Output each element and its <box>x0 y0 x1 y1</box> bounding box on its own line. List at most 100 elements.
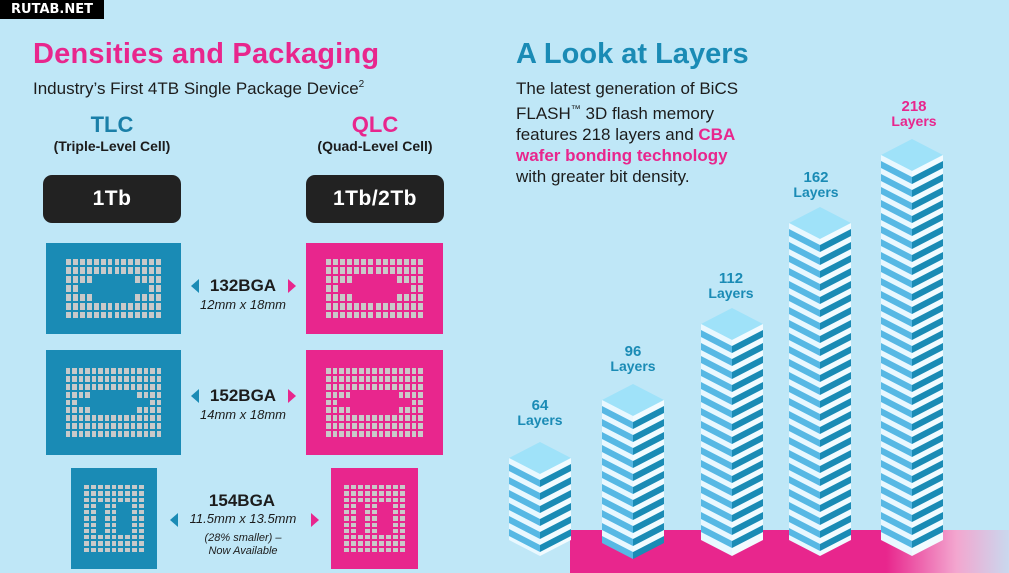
desc-line-2: FLASH™ 3D flash memory <box>516 104 714 123</box>
ball-pad <box>344 541 350 546</box>
ball-pad <box>156 383 162 390</box>
ball-pad <box>142 311 148 319</box>
qlc-132bga-chip <box>306 243 443 334</box>
tower-layer-left <box>602 484 633 507</box>
ball-pad <box>372 423 377 430</box>
ball-pad <box>332 415 338 422</box>
ball-pad <box>392 491 398 496</box>
qlc-heading: QLC <box>351 112 399 137</box>
qlc-description: (Quad-Level Cell) <box>317 138 433 154</box>
ball-pad <box>399 547 405 552</box>
ball-pad <box>149 311 155 319</box>
tower-layer-right <box>820 268 851 291</box>
ball-pad <box>399 522 405 527</box>
tower-layer-right <box>732 473 763 496</box>
densities-title: Densities and Packaging <box>33 38 380 70</box>
tlc-capacity-badge: 1Tb <box>43 175 181 223</box>
ball-pad <box>359 423 364 430</box>
ball-pad <box>405 407 410 414</box>
ball-pad <box>332 407 338 414</box>
tower-layer-right <box>912 447 943 470</box>
ball-pad <box>333 276 339 284</box>
ball-pad <box>359 367 364 374</box>
ball-pad <box>124 367 129 374</box>
tlc-heading: TLC <box>90 112 134 137</box>
ball-pad <box>405 415 410 422</box>
tower-layer-right <box>912 213 943 236</box>
tower-layer-right <box>633 432 664 455</box>
ball-pad <box>143 431 149 438</box>
package-154bga-availability: Now Available <box>208 545 278 557</box>
ball-pad <box>111 375 116 382</box>
ball-pad <box>65 431 71 438</box>
ball-pad <box>125 497 131 502</box>
ball-pad <box>137 423 142 430</box>
ball-pad <box>396 293 402 301</box>
tower-layer-left <box>701 369 732 392</box>
ball-pad <box>403 311 409 319</box>
ball-pad <box>405 375 410 382</box>
ball-pad <box>398 391 404 398</box>
ball-pad <box>382 258 388 266</box>
ball-pad <box>132 535 138 540</box>
ball-pad <box>359 415 364 422</box>
ball-pad <box>372 375 377 382</box>
ball-pad <box>65 276 71 284</box>
ball-pad <box>340 302 346 310</box>
ball-pad <box>90 503 96 509</box>
tower-layer-left <box>602 497 633 520</box>
ball-pad <box>418 407 423 414</box>
tower-layer-right <box>912 278 943 301</box>
ball-pad <box>135 311 141 319</box>
right-arrow-icon <box>288 279 296 293</box>
ball-pad <box>385 423 390 430</box>
ball-pad <box>326 375 331 382</box>
ball-pad <box>410 267 416 275</box>
tlc-132bga-chip <box>46 243 181 334</box>
tower-layer-left <box>789 450 820 473</box>
ball-pad <box>326 367 331 374</box>
ball-pad <box>339 383 344 390</box>
ball-pad <box>326 399 331 406</box>
ball-pad <box>91 375 97 382</box>
ball-pad <box>326 267 332 275</box>
ball-pad <box>389 258 395 266</box>
ball-pad <box>118 535 124 540</box>
ball-pad <box>351 547 357 552</box>
ball-pad <box>121 267 127 275</box>
ball-pad <box>385 541 391 546</box>
ball-pad <box>378 415 384 422</box>
tower-layer-right <box>820 359 851 382</box>
ball-pad <box>358 491 364 496</box>
ball-pad <box>340 276 346 284</box>
ball-pad <box>104 431 110 438</box>
ball-pad <box>104 535 110 540</box>
ball-pad <box>354 258 360 266</box>
tower-112-label: 112 Layers <box>708 270 754 301</box>
ball-pad <box>345 415 351 422</box>
ball-pad <box>344 535 350 540</box>
tower-layer-right <box>820 255 851 278</box>
tower-layer-left <box>881 330 912 353</box>
tower-layer-left <box>881 200 912 223</box>
tower-layer-right <box>540 516 571 539</box>
ball-pad <box>345 367 351 374</box>
ball-pad <box>100 311 106 319</box>
ball-pad <box>359 375 364 382</box>
tower-layer-left <box>789 476 820 499</box>
ball-pad <box>344 491 350 496</box>
ball-pad <box>135 276 141 284</box>
ball-pad <box>385 431 390 438</box>
ball-pad <box>149 293 155 301</box>
ball-pad <box>135 302 141 310</box>
ball-pad <box>389 311 395 319</box>
tower-layer-left <box>701 330 732 353</box>
tower-layer-right <box>912 421 943 444</box>
ball-pad <box>339 431 344 438</box>
tower-layer-right <box>633 510 664 533</box>
ball-pad <box>65 293 71 301</box>
ball-pad <box>130 375 136 382</box>
ball-pad <box>156 407 162 414</box>
ball-pad <box>365 367 371 374</box>
tower-layer-left <box>701 408 732 431</box>
